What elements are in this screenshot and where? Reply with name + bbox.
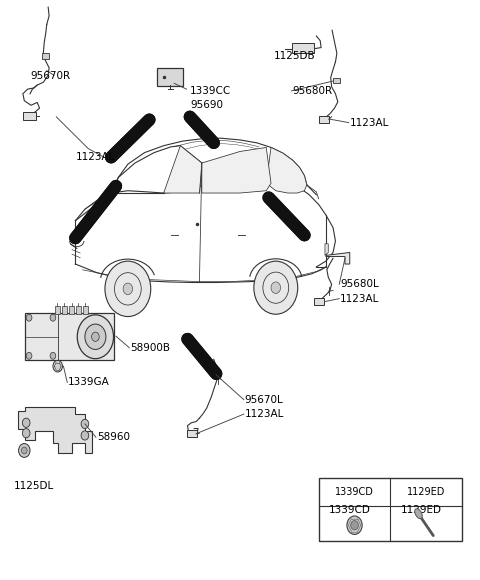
Bar: [319, 477, 462, 541]
Polygon shape: [326, 252, 350, 264]
Text: 1339GA: 1339GA: [68, 378, 110, 387]
Circle shape: [26, 352, 32, 359]
FancyBboxPatch shape: [314, 298, 324, 305]
Text: 95670L: 95670L: [245, 394, 284, 405]
Circle shape: [50, 314, 56, 321]
Text: 1129ED: 1129ED: [401, 506, 442, 516]
Bar: [83, 306, 88, 314]
Text: 1125DL: 1125DL: [13, 481, 54, 491]
Polygon shape: [325, 244, 328, 255]
Polygon shape: [18, 407, 92, 453]
Circle shape: [23, 418, 30, 427]
Bar: [55, 306, 60, 314]
Text: 1123AL: 1123AL: [340, 293, 380, 304]
Circle shape: [123, 283, 132, 295]
Polygon shape: [104, 198, 111, 205]
Circle shape: [77, 315, 114, 358]
Text: 1129ED: 1129ED: [407, 487, 445, 496]
Text: 58960: 58960: [97, 432, 130, 442]
Circle shape: [50, 352, 56, 359]
Text: 58900B: 58900B: [130, 343, 170, 353]
Bar: [42, 53, 48, 59]
Circle shape: [351, 521, 359, 530]
Bar: [333, 78, 340, 84]
Text: 1123AL: 1123AL: [75, 152, 115, 162]
Circle shape: [19, 444, 30, 458]
Circle shape: [22, 447, 27, 454]
Circle shape: [92, 332, 99, 342]
Bar: [76, 306, 81, 314]
Ellipse shape: [415, 509, 422, 519]
FancyBboxPatch shape: [187, 430, 197, 437]
Polygon shape: [266, 147, 307, 193]
Bar: [25, 313, 114, 360]
Circle shape: [26, 314, 32, 321]
FancyBboxPatch shape: [157, 68, 183, 86]
Bar: [69, 306, 74, 314]
Text: 1339CC: 1339CC: [190, 86, 231, 96]
Text: 1339CD: 1339CD: [335, 487, 374, 496]
FancyBboxPatch shape: [292, 43, 314, 53]
FancyBboxPatch shape: [319, 115, 329, 122]
Polygon shape: [164, 146, 202, 193]
Text: 1339CD: 1339CD: [329, 506, 371, 516]
Circle shape: [271, 282, 281, 293]
Text: 95690: 95690: [190, 100, 223, 110]
Text: 95680R: 95680R: [292, 86, 333, 96]
Polygon shape: [202, 147, 271, 193]
FancyBboxPatch shape: [23, 111, 36, 119]
Circle shape: [105, 261, 151, 317]
Text: 1123AL: 1123AL: [245, 409, 284, 419]
Text: 95670R: 95670R: [30, 71, 70, 81]
Circle shape: [53, 360, 62, 372]
Circle shape: [85, 324, 106, 350]
Text: 95680L: 95680L: [340, 279, 379, 289]
Circle shape: [23, 429, 30, 438]
Text: 1123AL: 1123AL: [350, 118, 389, 128]
Circle shape: [347, 516, 362, 534]
Circle shape: [254, 261, 298, 314]
Bar: [61, 306, 67, 314]
Circle shape: [81, 419, 89, 429]
Text: 1125DB: 1125DB: [274, 51, 315, 61]
Circle shape: [81, 431, 89, 440]
